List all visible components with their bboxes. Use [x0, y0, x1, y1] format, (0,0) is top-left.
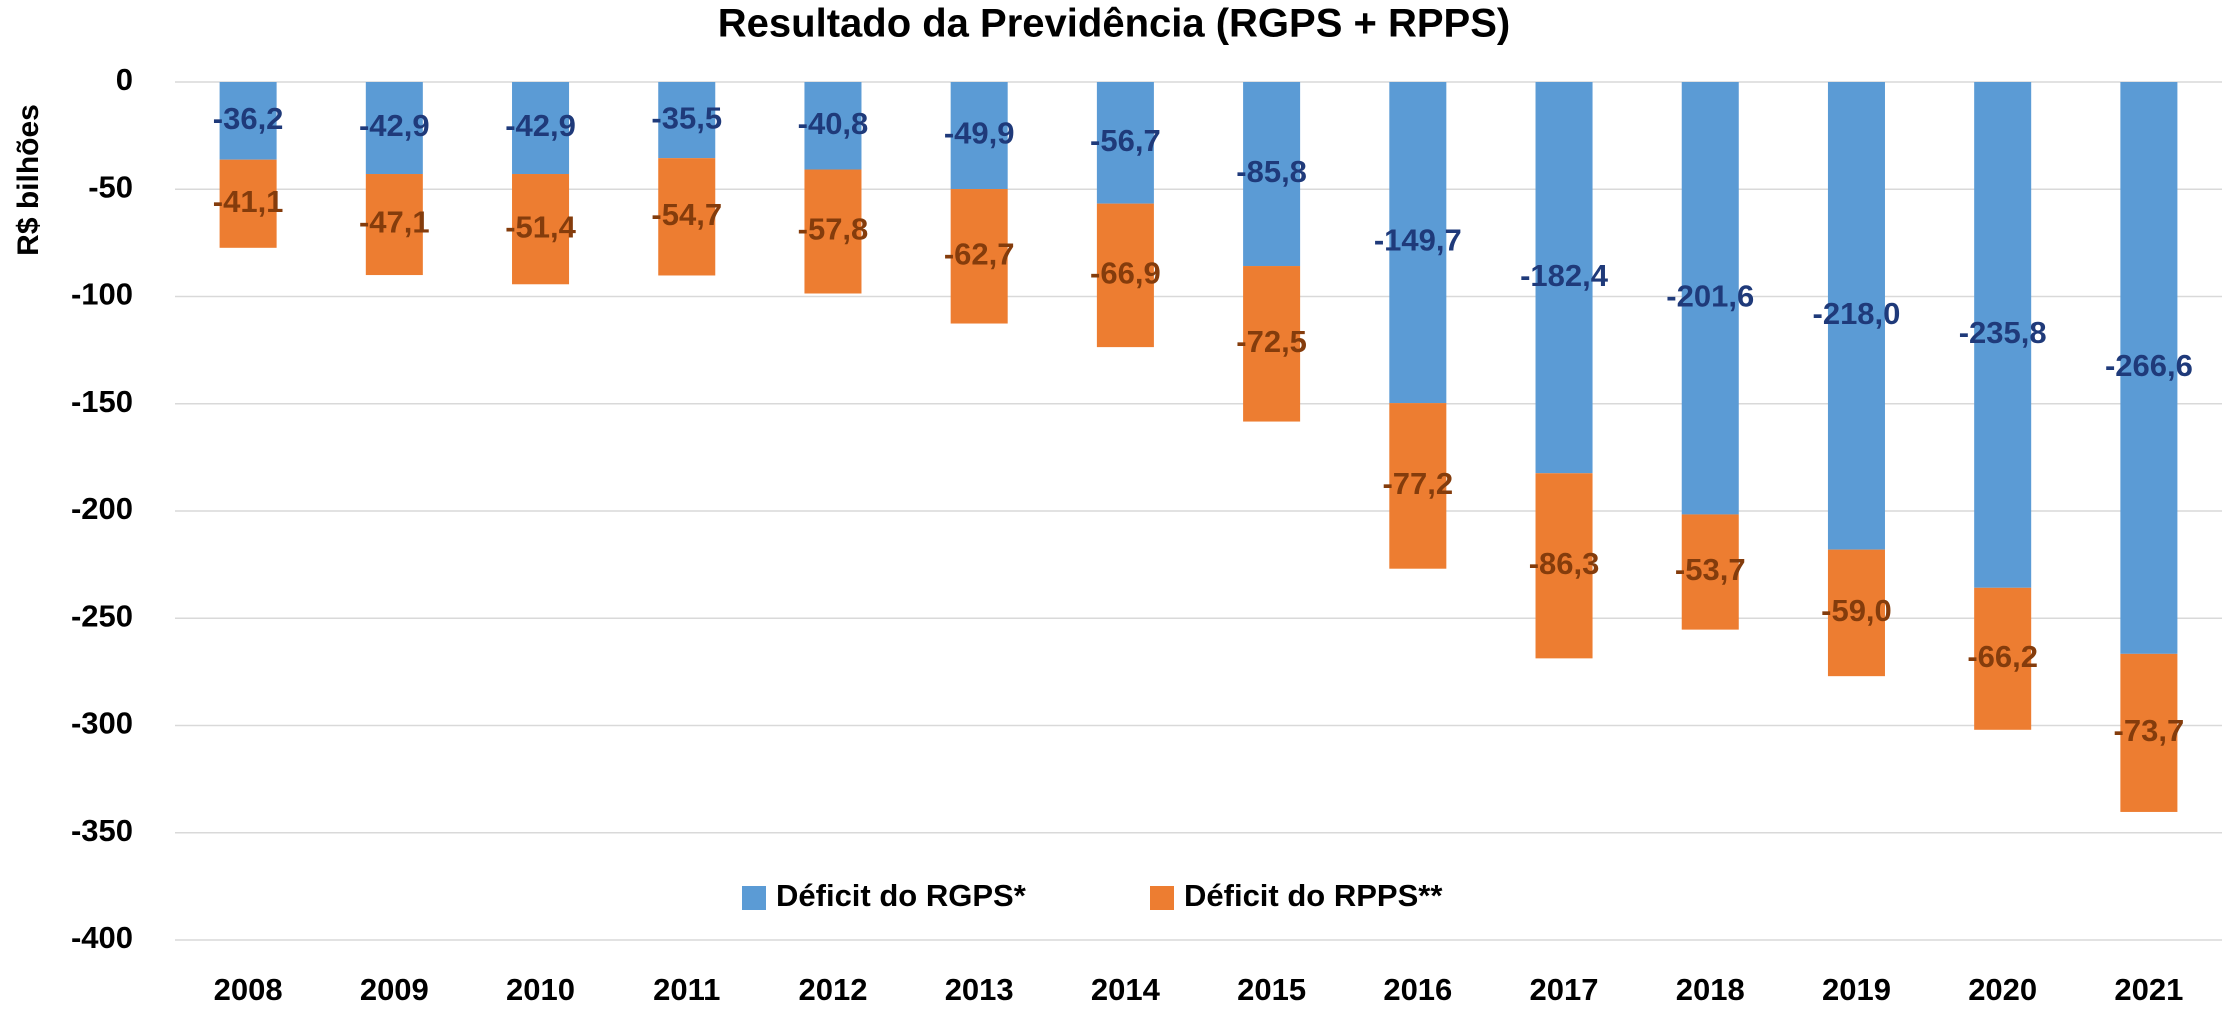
bar-segment [1827, 549, 1885, 677]
bar-segment [365, 82, 423, 175]
bar-segment [512, 174, 570, 285]
bar-segment [1096, 203, 1154, 348]
bar-segment [1096, 82, 1154, 204]
data-label: -201,6 [1666, 278, 1754, 313]
data-label: -59,0 [1821, 593, 1892, 628]
y-tick-label: 0 [116, 62, 133, 97]
chart-title: Resultado da Previdência (RGPS + RPPS) [718, 2, 1510, 46]
y-axis-label: R$ bilhões [12, 104, 45, 256]
bar-segment [658, 82, 716, 159]
x-tick-label: 2015 [1237, 972, 1306, 1007]
data-label: -235,8 [1959, 315, 2047, 350]
bar-segment [1243, 82, 1301, 267]
data-label: -40,8 [798, 106, 869, 141]
bar-segment [658, 158, 716, 276]
data-label: -85,8 [1236, 154, 1307, 189]
data-label: -35,5 [651, 100, 722, 135]
y-tick-label: -350 [71, 813, 133, 848]
bar-segment [950, 189, 1008, 324]
bar-segment [1681, 82, 1739, 515]
bar-segment [1535, 82, 1593, 474]
y-tick-label: -250 [71, 598, 133, 633]
data-label: -56,7 [1090, 123, 1161, 158]
x-tick-label: 2019 [1822, 972, 1891, 1007]
x-tick-label: 2014 [1091, 972, 1161, 1007]
x-tick-label: 2010 [506, 972, 575, 1007]
data-label: -73,7 [2114, 713, 2185, 748]
data-label: -51,4 [505, 209, 576, 244]
data-label: -49,9 [944, 116, 1015, 151]
bar-segment [219, 159, 277, 248]
data-label: -72,5 [1236, 324, 1307, 359]
x-tick-label: 2008 [214, 972, 283, 1007]
x-tick-label: 2009 [360, 972, 429, 1007]
legend-swatch [1150, 886, 1174, 910]
x-tick-label: 2021 [2114, 972, 2183, 1007]
data-label: -42,9 [359, 108, 430, 143]
bar-segment [1974, 587, 2032, 730]
data-label: -218,0 [1813, 296, 1901, 331]
data-label: -182,4 [1520, 258, 1609, 293]
data-label: -62,7 [944, 236, 1015, 271]
data-label: -66,2 [1967, 639, 2038, 674]
data-label: -66,9 [1090, 256, 1161, 291]
bar-segment [365, 174, 423, 276]
bar-segment [1243, 266, 1301, 422]
data-label: -86,3 [1529, 546, 1600, 581]
bar-segment [512, 82, 570, 175]
x-tick-label: 2013 [945, 972, 1014, 1007]
data-label: -53,7 [1675, 552, 1746, 587]
bar-segment [1974, 82, 2032, 588]
x-tick-label: 2016 [1383, 972, 1452, 1007]
bar-segment [1827, 82, 1885, 550]
data-label: -41,1 [213, 184, 284, 219]
data-label: -57,8 [798, 212, 869, 247]
x-tick-label: 2011 [653, 972, 720, 1007]
x-tick-label: 2018 [1676, 972, 1745, 1007]
bar-segment [1535, 473, 1593, 659]
y-tick-label: -400 [71, 920, 133, 955]
bar-segment [804, 169, 862, 294]
legend-swatch [742, 886, 766, 910]
data-label: -149,7 [1374, 223, 1462, 258]
bar-segment [950, 82, 1008, 190]
bar-segment [1389, 82, 1447, 404]
x-tick-label: 2017 [1530, 972, 1599, 1007]
bar-segment [2120, 653, 2178, 812]
data-label: -77,2 [1382, 466, 1453, 501]
bar-segment [1389, 403, 1447, 569]
bar-segment [804, 82, 862, 170]
x-tick-label: 2020 [1968, 972, 2037, 1007]
bar-segment [2120, 82, 2178, 654]
legend-label: Déficit do RGPS* [776, 878, 1027, 913]
y-tick-label: -300 [71, 706, 133, 741]
data-label: -42,9 [505, 108, 576, 143]
bar-segment [1681, 514, 1739, 630]
data-label: -266,6 [2105, 348, 2193, 383]
x-tick-label: 2012 [798, 972, 867, 1007]
data-label: -36,2 [213, 101, 284, 136]
y-tick-label: -200 [71, 491, 133, 526]
y-tick-label: -100 [71, 277, 133, 312]
bar-segment [219, 82, 277, 160]
y-tick-label: -50 [88, 169, 133, 204]
data-label: -47,1 [359, 205, 430, 240]
y-tick-label: -150 [71, 384, 133, 419]
data-label: -54,7 [651, 197, 722, 232]
legend-label: Déficit do RPPS** [1184, 878, 1443, 913]
